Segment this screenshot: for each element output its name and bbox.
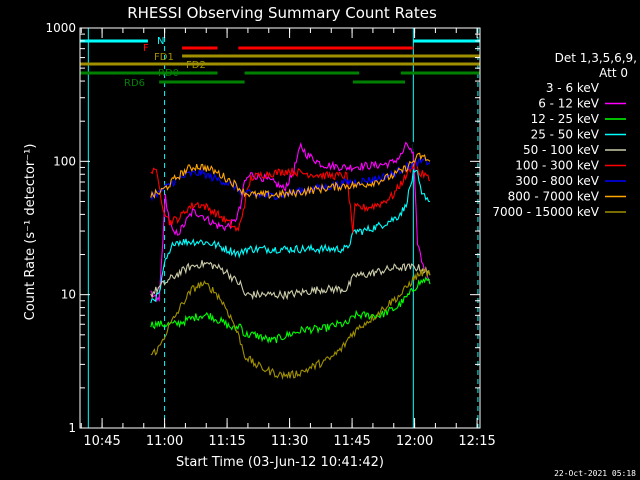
legend-label-3: 25 - 50 keV <box>531 128 600 142</box>
vertical-markers <box>87 28 479 428</box>
y-tick-label-0: 1 <box>68 421 76 435</box>
flag-label-3: FD2 <box>186 60 206 71</box>
chart-title: RHESSI Observing Summary Count Rates <box>127 4 437 22</box>
x-tick-label-5: 12:00 <box>396 434 433 449</box>
y-tick-label-1: 10 <box>61 288 76 302</box>
detector-label: Det 1,3,5,6,9, <box>555 51 637 65</box>
series-line-7 <box>150 152 431 200</box>
series-line-1 <box>150 141 431 303</box>
x-tick-label-1: 11:00 <box>146 434 183 449</box>
x-axis-label: Start Time (03-Jun-12 10:41:42) <box>176 455 384 470</box>
x-tick-label-0: 10:45 <box>83 434 120 449</box>
flag-label-0: N <box>157 36 164 47</box>
y-tick-label-3: 1000 <box>45 21 76 35</box>
flag-label-1: F <box>143 43 149 54</box>
series-line-8 <box>150 267 431 381</box>
legend-label-5: 100 - 300 keV <box>515 159 599 173</box>
flag-label-5: RD6 <box>124 78 145 89</box>
axes: 1 10 100 1000 10:45 11:00 11:15 11:30 11:45 12:00… <box>45 21 495 449</box>
series-line-4 <box>150 260 431 301</box>
x-tick-label-3: 11:30 <box>271 434 308 449</box>
series-line-2 <box>150 276 431 344</box>
series-line-5 <box>150 158 431 233</box>
legend-label-1: 6 - 12 keV <box>538 97 600 111</box>
legend-label-4: 50 - 100 keV <box>523 143 600 157</box>
flag-bars: NF FD1 FD2 RD0 RD6 <box>80 36 480 89</box>
y-tick-label-2: 100 <box>53 154 76 168</box>
x-tick-label-2: 11:15 <box>208 434 245 449</box>
series-line-0 <box>150 126 431 295</box>
legend-label-8: 7000 - 15000 keV <box>492 205 599 219</box>
x-tick-label-6: 12:15 <box>458 434 495 449</box>
series-lines <box>150 126 431 381</box>
series-line-3 <box>150 168 431 304</box>
flag-label-2: FD1 <box>154 52 174 63</box>
legend-label-2: 12 - 25 keV <box>531 112 600 126</box>
legend-label-6: 300 - 800 keV <box>515 174 599 188</box>
attenuator-label: Att 0 <box>599 66 628 80</box>
plot-frame <box>79 27 481 429</box>
footer-date: 22-Oct-2021 05:18 <box>554 469 636 478</box>
series-line-6 <box>150 156 431 202</box>
x-tick-label-4: 11:45 <box>333 434 370 449</box>
flag-label-4: RD0 <box>158 68 179 79</box>
legend-label-0: 3 - 6 keV <box>546 81 600 95</box>
y-axis-label: Count Rate (s⁻¹ detector⁻¹) <box>23 144 38 321</box>
legend-label-7: 800 - 7000 keV <box>508 190 600 204</box>
